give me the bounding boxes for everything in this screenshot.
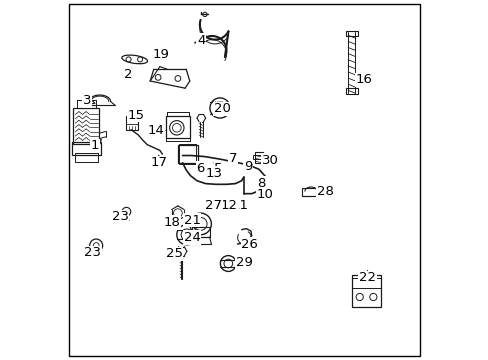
Text: 11: 11 — [231, 199, 248, 212]
Text: 7: 7 — [228, 152, 237, 165]
Text: 6: 6 — [196, 162, 204, 175]
Bar — [166, 116, 190, 138]
Text: 29: 29 — [236, 256, 252, 269]
Text: 24: 24 — [183, 231, 201, 244]
Text: 12: 12 — [221, 199, 237, 212]
Bar — [178, 145, 197, 163]
Bar — [72, 142, 101, 155]
Text: 22: 22 — [358, 271, 375, 284]
Text: 8: 8 — [257, 177, 265, 190]
Text: 17: 17 — [150, 156, 167, 169]
Text: 18: 18 — [163, 216, 180, 229]
Text: 27: 27 — [205, 199, 222, 212]
Text: 25: 25 — [165, 247, 183, 260]
Text: 23: 23 — [112, 210, 128, 223]
Text: 13: 13 — [205, 167, 222, 180]
Text: 16: 16 — [355, 73, 372, 86]
Text: 3: 3 — [82, 94, 91, 107]
Text: 15: 15 — [128, 109, 145, 122]
Bar — [351, 275, 381, 307]
Text: 4: 4 — [197, 34, 205, 47]
Bar — [346, 31, 357, 36]
Text: 1: 1 — [91, 139, 99, 152]
Text: 5: 5 — [214, 162, 223, 175]
Text: 20: 20 — [213, 102, 230, 115]
Bar — [77, 100, 96, 108]
Bar — [346, 88, 357, 94]
Text: 14: 14 — [147, 124, 164, 137]
Text: 23: 23 — [84, 246, 101, 259]
Bar — [351, 275, 381, 278]
Text: 9: 9 — [244, 160, 252, 173]
Bar — [192, 227, 209, 237]
Bar — [302, 188, 320, 196]
Bar — [253, 155, 264, 159]
Text: 30: 30 — [262, 154, 278, 167]
Text: 26: 26 — [241, 238, 258, 251]
Text: 28: 28 — [316, 185, 333, 198]
Bar — [73, 108, 99, 144]
Text: 10: 10 — [256, 188, 273, 201]
Text: 19: 19 — [152, 48, 169, 61]
Bar — [75, 153, 98, 162]
Text: 2: 2 — [124, 68, 133, 81]
Bar — [254, 152, 262, 163]
Text: 21: 21 — [183, 214, 201, 227]
Bar — [179, 144, 196, 164]
Bar — [126, 116, 138, 130]
